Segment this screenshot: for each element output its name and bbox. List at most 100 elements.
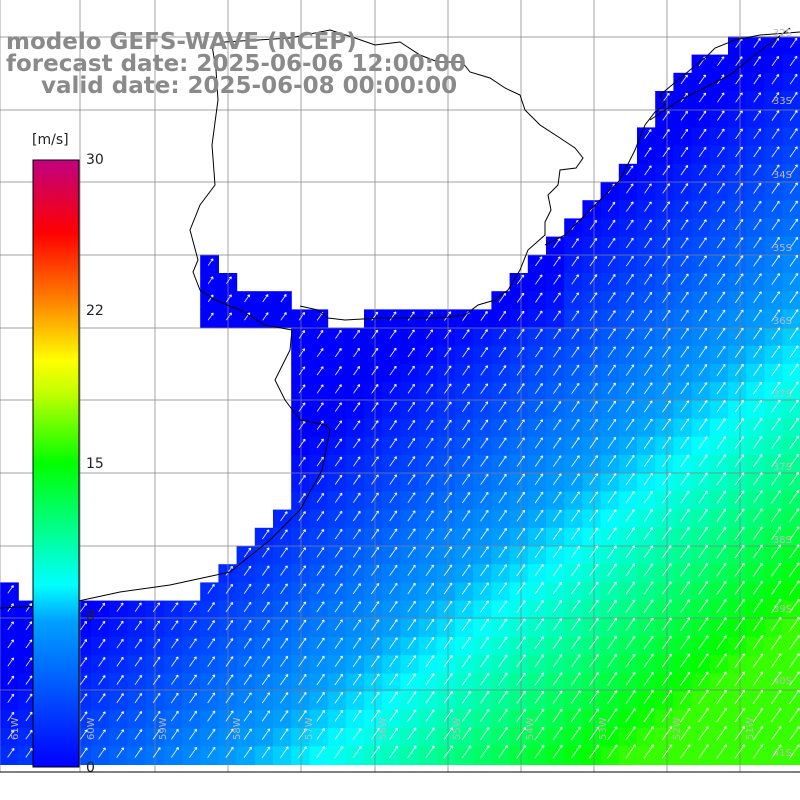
wind-arrow xyxy=(680,309,689,322)
field-cell xyxy=(728,109,747,128)
wind-arrow xyxy=(698,291,707,304)
wind-arrow xyxy=(7,748,15,758)
field-cell xyxy=(436,327,456,347)
wind-arrow xyxy=(716,219,725,231)
field-cell xyxy=(345,364,365,383)
wind-arrow xyxy=(734,345,744,358)
field-cell xyxy=(291,400,310,420)
field-cell xyxy=(673,582,693,602)
wind-arrow xyxy=(516,419,525,431)
wind-arrow xyxy=(571,581,581,595)
field-cell xyxy=(527,473,547,492)
wind-arrow xyxy=(625,219,634,230)
field-cell xyxy=(436,455,456,474)
field-cell xyxy=(582,309,602,329)
field-cell xyxy=(600,509,620,529)
wind-arrow xyxy=(352,528,361,540)
wind-arrow xyxy=(789,598,800,614)
field-cell xyxy=(746,127,765,147)
wind-arrow xyxy=(462,510,471,522)
field-cell xyxy=(491,364,511,383)
wind-arrow xyxy=(207,620,215,631)
field-cell xyxy=(673,418,693,438)
wind-arrow xyxy=(498,636,508,650)
wind-arrow xyxy=(280,692,289,704)
field-cell xyxy=(309,400,329,420)
field-cell xyxy=(618,163,638,183)
field-cell xyxy=(163,618,183,638)
wind-arrow xyxy=(225,294,232,303)
wind-arrow xyxy=(407,637,416,649)
wind-arrow xyxy=(534,364,543,376)
wind-arrow xyxy=(334,438,342,449)
field-cell xyxy=(527,309,547,329)
lon-label-52w: 52W xyxy=(672,717,683,740)
wind-arrow xyxy=(316,438,324,449)
field-cell xyxy=(291,491,310,511)
wind-arrow xyxy=(371,528,379,540)
field-cell xyxy=(436,746,456,765)
field-cell xyxy=(746,145,765,165)
lat-label-39s: 39S xyxy=(772,604,792,615)
wind-arrow xyxy=(25,603,32,612)
wind-arrow xyxy=(389,745,399,759)
field-cell xyxy=(473,728,492,747)
field-cell xyxy=(637,418,656,438)
wind-arrow xyxy=(480,528,489,540)
wind-arrow xyxy=(243,583,252,594)
wind-arrow xyxy=(662,165,670,176)
wind-arrow xyxy=(352,619,361,631)
field-cell xyxy=(527,582,547,602)
field-cell xyxy=(364,728,383,747)
wind-arrow xyxy=(716,635,727,650)
lat-label-35s: 35S xyxy=(772,243,792,254)
wind-arrow xyxy=(443,455,452,467)
field-cell xyxy=(546,455,565,474)
field-cell xyxy=(418,309,438,329)
wind-arrow xyxy=(370,691,380,704)
wind-arrow xyxy=(352,691,362,704)
wind-arrow xyxy=(734,726,745,741)
field-cell xyxy=(418,491,438,511)
wind-arrow xyxy=(626,183,634,194)
field-cell xyxy=(36,728,56,747)
field-cell xyxy=(491,673,511,693)
wind-arrow xyxy=(698,146,707,158)
wind-arrow xyxy=(643,563,654,577)
wind-arrow xyxy=(516,672,526,686)
field-cell xyxy=(0,746,19,765)
wind-arrow xyxy=(644,129,652,139)
wind-arrow xyxy=(716,436,726,449)
field-cell xyxy=(473,473,492,492)
field-cell xyxy=(491,618,511,638)
field-cell xyxy=(582,364,602,383)
field-cell xyxy=(618,218,638,238)
wind-arrow xyxy=(771,182,780,194)
field-cell xyxy=(746,600,765,620)
wind-arrow xyxy=(589,491,599,504)
field-cell xyxy=(728,527,747,547)
wind-arrow xyxy=(534,618,544,631)
wind-arrow xyxy=(644,273,652,285)
wind-arrow xyxy=(134,620,142,631)
wind-arrow xyxy=(334,565,343,576)
field-cell xyxy=(673,382,693,401)
wind-arrow xyxy=(371,583,380,595)
wind-arrow xyxy=(243,692,252,704)
field-cell xyxy=(564,436,583,456)
wind-arrow xyxy=(553,346,561,358)
field-cell xyxy=(382,618,401,638)
wind-arrow xyxy=(589,237,598,249)
wind-arrow xyxy=(298,529,306,540)
wind-arrow xyxy=(389,528,398,540)
field-cell xyxy=(655,637,674,656)
field-cell xyxy=(618,618,638,638)
wind-arrow xyxy=(680,563,690,577)
field-cell xyxy=(364,509,383,529)
wind-arrow xyxy=(771,55,780,67)
wind-arrow xyxy=(770,580,782,595)
field-cell xyxy=(254,291,274,310)
field-cell xyxy=(18,673,37,693)
wind-arrow xyxy=(262,294,269,303)
wind-arrow xyxy=(443,745,453,759)
